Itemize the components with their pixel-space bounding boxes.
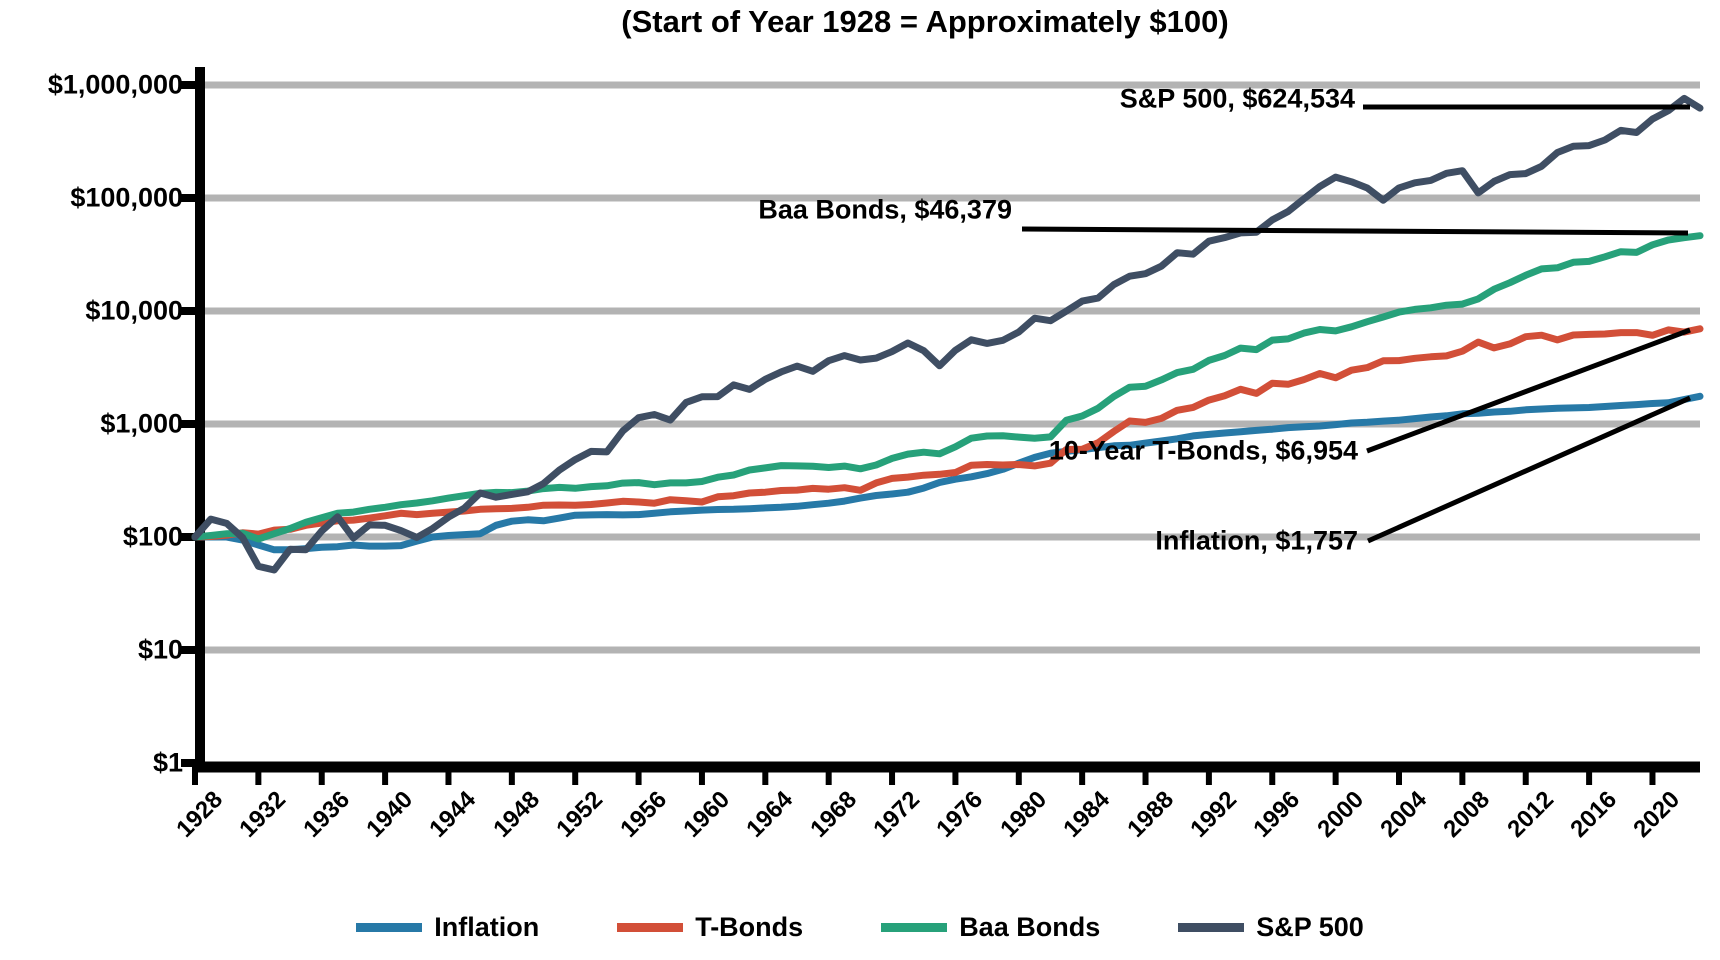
x-axis-label: 1976 <box>931 786 989 843</box>
x-axis-label: 2000 <box>1311 786 1369 843</box>
x-axis-label: 1988 <box>1121 786 1179 843</box>
series-line-inflation <box>191 392 1704 554</box>
y-axis-label: $10 <box>137 634 183 665</box>
annotation-label-inflation: Inflation, $1,757 <box>1155 525 1358 556</box>
legend-label: T-Bonds <box>695 911 804 942</box>
annotation-leader-line <box>1021 226 1689 236</box>
x-axis-label: 1996 <box>1248 786 1306 843</box>
legend-item-t-bonds: T-Bonds <box>617 912 803 943</box>
annotation-label-s-p-500: S&P 500, $624,534 <box>1119 83 1355 114</box>
legend: Inflation T-Bonds Baa Bonds S&P 500 <box>0 902 1720 952</box>
legend-swatch-inflation <box>356 922 423 932</box>
x-axis-label: 1984 <box>1058 786 1116 843</box>
y-axis-label: $10,000 <box>85 295 183 326</box>
x-axis-label: 2004 <box>1375 786 1433 843</box>
x-axis-label: 1940 <box>361 786 419 843</box>
y-axis-label: $1,000,000 <box>47 69 183 100</box>
x-axis-label: 1980 <box>995 786 1052 843</box>
legend-label: Inflation <box>434 911 540 942</box>
x-axis-label: 1992 <box>1185 786 1242 843</box>
legend-swatch-t-bonds <box>617 922 684 932</box>
x-axis-label: 1936 <box>297 786 355 843</box>
x-axis-label: 2012 <box>1501 786 1559 843</box>
x-axis-label: 1956 <box>614 786 672 843</box>
legend-swatch-s-p-500 <box>1178 922 1245 932</box>
annotation-leader-line <box>1366 327 1691 454</box>
y-axis-label: $1,000 <box>100 408 183 439</box>
y-axis-label: $100 <box>122 521 183 552</box>
legend-item-inflation: Inflation <box>356 912 539 943</box>
x-axis-label: 1972 <box>868 786 926 843</box>
x-axis-label: 1964 <box>741 786 799 843</box>
x-axis-label: 1932 <box>234 786 292 843</box>
x-axis-label: 1928 <box>171 786 229 843</box>
annotation-leader-line <box>1366 395 1692 544</box>
chart-title: (Start of Year 1928 = Approximately $100… <box>621 4 1229 39</box>
x-axis-label: 1948 <box>488 786 545 843</box>
x-axis-label: 2016 <box>1565 786 1623 843</box>
x-axis-label: 1952 <box>551 786 609 843</box>
series-line-s-p-500 <box>191 94 1704 574</box>
x-axis-label: 2020 <box>1628 786 1686 843</box>
legend-item-s-p-500: S&P 500 <box>1178 912 1364 943</box>
x-axis-label: 2008 <box>1438 786 1496 843</box>
annotation-label-baa-bonds: Baa Bonds, $46,379 <box>758 194 1012 225</box>
legend-swatch-baa-bonds <box>881 922 948 932</box>
legend-label: Baa Bonds <box>959 911 1101 942</box>
y-axis-label: $1 <box>152 747 183 778</box>
legend-label: S&P 500 <box>1256 911 1364 942</box>
x-axis-label: 1968 <box>804 786 862 843</box>
series-line-baa-bonds <box>191 232 1704 543</box>
legend-item-baa-bonds: Baa Bonds <box>881 912 1100 943</box>
x-axis-labels: 1928 1932 1936 1940 1944 1948 1952 1956 1960 1964… <box>0 786 1720 876</box>
y-axis-label: $100,000 <box>70 182 183 213</box>
series-line-t-bonds <box>191 325 1704 541</box>
x-axis-label: 1944 <box>424 786 482 843</box>
annotation-label-t-bonds: 10-Year T-Bonds, $6,954 <box>1048 435 1358 466</box>
x-axis-label: 1960 <box>678 786 736 843</box>
